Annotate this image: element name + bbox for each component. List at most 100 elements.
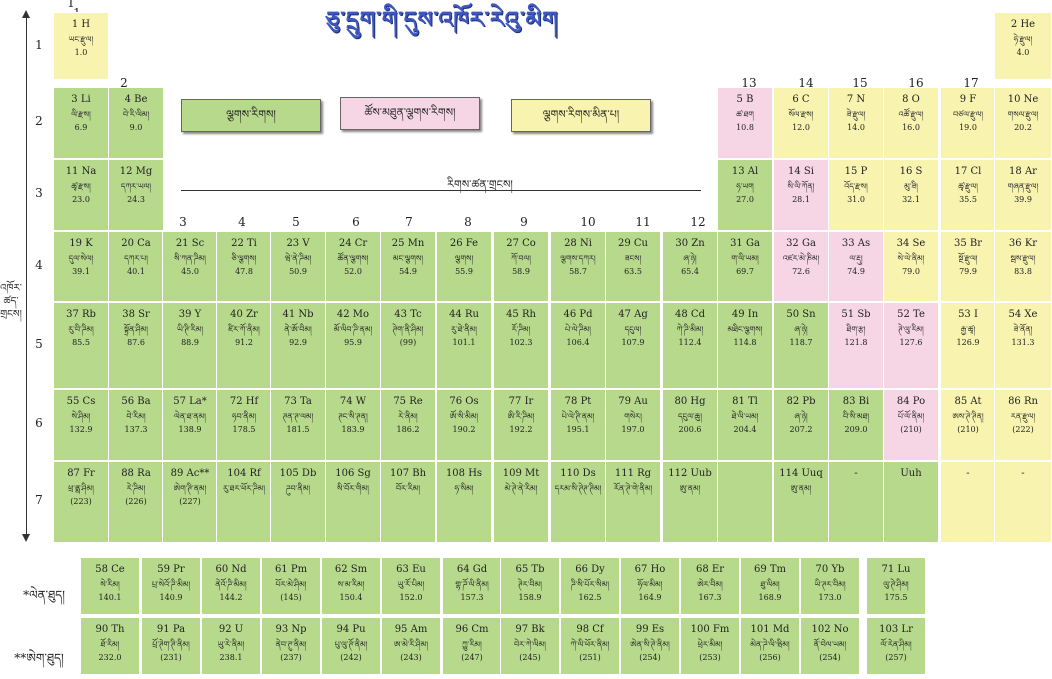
atomic-mass: 63.5 (624, 267, 642, 276)
atomic-mass: (243) (400, 653, 422, 662)
element-name: ལུ་ཊེ་ཤིམ། (883, 580, 909, 589)
element-cell: 84 Po པོ་ལོ་ནིམ། (210) (883, 389, 939, 461)
atomic-mass: 92.9 (289, 338, 307, 347)
element-symbol: 63 Eu (396, 564, 426, 575)
lanthanide-label: *ལེན་ཐུད། (23, 588, 65, 602)
group-number: 12 (690, 215, 706, 229)
atomic-mass: 127.6 (899, 338, 923, 347)
element-name: སྦས་རྫུལ། (1010, 254, 1036, 263)
element-cell: 106 Sg སི་བོར་གིམ། (325, 461, 381, 543)
element-symbol: 111 Rg (614, 468, 652, 479)
element-symbol: 5 B (736, 94, 754, 105)
element-cell: 9 F བཙལ་རྫུལ། 19.0 (940, 87, 996, 159)
element-cell: 24 Cr ཚོན་ལྕགས། 52.0 (325, 231, 381, 302)
element-symbol: 22 Ti (231, 238, 257, 249)
element-cell: 15 P འོད་རྫས། 31.0 (828, 159, 884, 231)
element-name: ཟངས། (624, 254, 642, 263)
element-name: རུ་ཐེ་ནིམ། (451, 325, 477, 334)
element-symbol: 16 S (899, 166, 923, 177)
element-symbol: 109 Mt (502, 468, 540, 479)
element-symbol: 65 Tb (515, 564, 545, 575)
atomic-mass: (99) (399, 338, 417, 347)
lanthanide-cell: 64 Gd གྷ་ཌོ་ལི་ནིམ། 157.3 (442, 557, 502, 615)
atomic-mass: (223) (70, 497, 92, 506)
element-symbol: - (1021, 468, 1025, 479)
element-name: ཨེག་ཊི་ནམ། (173, 484, 207, 493)
element-name: ཀེ་ཌི་མིམ། (676, 325, 704, 334)
element-cell: 82 Pb ཞ་ཉེ། 207.2 (773, 389, 829, 461)
element-name: དངུལ་ཆུ། (677, 412, 703, 421)
element-name: གསལ་རྫུལ། (1007, 110, 1039, 119)
element-symbol: 86 Rn (1008, 396, 1038, 407)
element-name: ཞ་ཉེ། (683, 254, 697, 263)
atomic-mass: 106.4 (566, 338, 590, 347)
group-number: 11 (635, 215, 651, 229)
element-name: པེ་ལེ་ཌིམ། (565, 325, 591, 334)
legend-metal: ལྕགས་རིགས། (181, 99, 321, 132)
element-name: མང་ལྕགས། (392, 254, 424, 263)
element-symbol: 9 F (959, 94, 977, 105)
element-symbol: 57 La* (173, 396, 207, 407)
element-name: ཚྭ་རྫུལ། (958, 182, 978, 191)
atomic-mass: (145) (280, 593, 302, 602)
element-symbol: 70 Yb (815, 564, 845, 575)
element-symbol: 75 Re (393, 396, 423, 407)
atomic-mass: 131.3 (1011, 338, 1035, 347)
element-cell: 28 Ni ལྕགས་དཀར། 58.7 (550, 231, 606, 302)
atomic-mass: 140.1 (98, 593, 122, 602)
element-symbol: 45 Rh (506, 309, 536, 320)
actinide-cell: 102 No ནོ་བེལ་ཡམ། (254) (800, 617, 860, 675)
group-number: 14 (798, 76, 814, 90)
element-cell: 46 Pd པེ་ལེ་ཌིམ། 106.4 (550, 302, 606, 389)
atomic-mass: 9.0 (129, 123, 143, 132)
element-cell: 43 Tc ཊེག་ནི་ཤིམ། (99) (380, 302, 436, 389)
element-cell: 5 B ཚ་ཐག 10.8 (717, 87, 773, 159)
atomic-mass: 238.1 (219, 653, 243, 662)
element-cell: 17 Cl ཚྭ་རྫུལ། 35.5 (940, 159, 996, 231)
element-cell: 83 Bi བི་སི་མཐ། 209.0 (828, 389, 884, 461)
element-name: ལི་རྫས། (71, 110, 91, 119)
atomic-mass: 79.9 (959, 267, 977, 276)
element-symbol: 8 O (902, 94, 920, 105)
element-name: ཡུ་རེ་ནིམ། (217, 640, 245, 649)
element-symbol: 95 Am (394, 624, 428, 635)
page-title: ཅུ་དྲུག་གི་དུས་འཁོར་རེའུ་མིག (325, 7, 559, 33)
element-symbol: 12 Mg (119, 166, 153, 177)
atomic-mass: 167.3 (698, 593, 722, 602)
element-name: ཚྭ་རྫས། (71, 182, 91, 191)
lanthanide-cell: 62 Sm ས་མ་རིམ། 150.4 (321, 557, 381, 615)
element-symbol: 66 Dy (575, 564, 605, 575)
element-cell: 30 Zn ཞ་ཉེ། 65.4 (662, 231, 718, 302)
period-number: 3 (35, 186, 43, 200)
element-cell: 31 Ga ག་ལི་ཡམ། 69.7 (717, 231, 773, 302)
element-name: ཨོ་སི་མིམ། (449, 412, 479, 421)
element-cell (717, 461, 773, 543)
element-symbol: 34 Se (896, 238, 926, 249)
element-symbol: 2 He (1010, 19, 1036, 30)
element-name: ཧེ་རྫུལ། (1013, 35, 1033, 44)
atomic-mass: (242) (340, 653, 362, 662)
element-cell: 75 Re རེ་ནིམ། 186.2 (380, 389, 436, 461)
element-symbol: 102 No (811, 624, 849, 635)
element-name: རོ་ཌིམ། (511, 325, 531, 334)
atomic-mass: 186.2 (396, 425, 420, 434)
element-symbol: 49 In (731, 309, 759, 320)
element-name: ཨས་ཊེ་ཊིན། (952, 412, 984, 421)
element-cell: - (940, 461, 996, 543)
group-number: 9 (520, 215, 528, 229)
element-name: ཕྲེར་མིམ། (697, 640, 723, 649)
element-symbol: 71 Lu (881, 564, 911, 575)
element-name: ཨེར་བིམ། (697, 580, 723, 589)
element-name: ཧ་སིམ། (454, 484, 474, 493)
element-name: ཨུ་ནམ། (679, 484, 701, 493)
actinide-cell: 97 Bk བེར་ཀེ་ལིམ། (245) (500, 617, 560, 675)
atomic-mass: 83.8 (1014, 267, 1032, 276)
element-symbol: 3 Li (71, 94, 91, 105)
atomic-mass: 58.9 (512, 267, 530, 276)
atomic-mass: 31.0 (847, 195, 865, 204)
atomic-mass: 55.9 (455, 267, 473, 276)
element-symbol: 58 Ce (95, 564, 125, 575)
element-cell: 6 C སོལ་རྫས། 12.0 (773, 87, 829, 159)
element-symbol: 68 Er (696, 564, 724, 575)
atomic-mass: 6.9 (74, 123, 88, 132)
